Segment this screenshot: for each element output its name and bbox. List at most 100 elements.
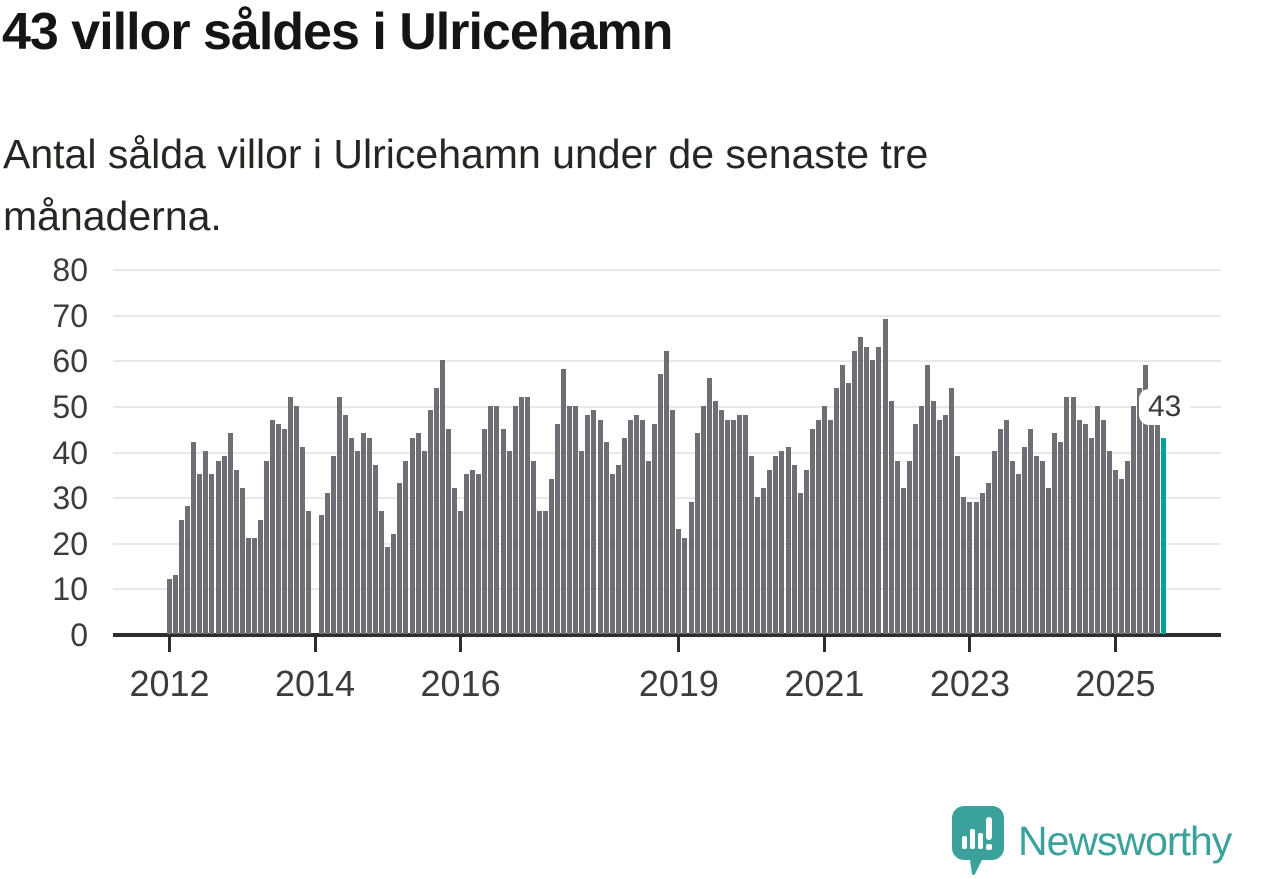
bar: [1003, 420, 1009, 634]
bar: [949, 388, 955, 634]
bar: [1022, 447, 1028, 634]
bar: [1034, 456, 1040, 634]
bar: [712, 401, 718, 634]
bar: [870, 360, 876, 634]
bar: [245, 538, 251, 634]
bar: [773, 456, 779, 634]
bar: [379, 511, 385, 634]
bar: [821, 406, 827, 634]
bar: [652, 424, 658, 634]
bar: [433, 388, 439, 634]
bar: [445, 429, 451, 634]
bar: [464, 474, 470, 634]
bar: [524, 397, 530, 634]
bar: [603, 442, 609, 634]
y-axis-label: 40: [52, 434, 88, 471]
bar: [397, 483, 403, 634]
bar: [488, 406, 494, 634]
bar: [694, 433, 700, 634]
bar: [306, 511, 312, 634]
x-axis-tick-2019: [677, 637, 681, 652]
bar: [373, 465, 379, 634]
bar: [979, 493, 985, 634]
bar: [415, 433, 421, 634]
bar: [1076, 420, 1082, 634]
bar: [385, 547, 391, 634]
x-axis-label-2021: 2021: [784, 663, 865, 704]
bar: [1119, 479, 1125, 634]
bar: [330, 456, 336, 634]
bar: [427, 410, 433, 634]
y-axis-label: 70: [52, 297, 88, 334]
x-axis-label-2019: 2019: [638, 663, 719, 704]
bar: [530, 461, 536, 634]
bar: [536, 511, 542, 634]
bar: [761, 488, 767, 634]
gridline-y-70: [113, 314, 1221, 317]
bar: [973, 502, 979, 634]
bar: [1100, 420, 1106, 634]
bar: [573, 406, 579, 634]
x-axis-label-2025: 2025: [1075, 663, 1156, 704]
y-axis-label: 0: [70, 617, 88, 653]
bar: [282, 429, 288, 634]
bar: [918, 406, 924, 634]
bar: [639, 420, 645, 634]
bar: [1137, 388, 1143, 634]
bar: [549, 479, 555, 634]
bar: [1149, 420, 1155, 634]
bar: [767, 470, 773, 634]
bar: [931, 401, 937, 634]
bar: [409, 438, 415, 634]
gridline-y-80: [113, 269, 1221, 271]
bar: [227, 433, 233, 634]
bar: [257, 520, 263, 634]
x-axis-label-2023: 2023: [929, 663, 1010, 704]
bar: [797, 493, 803, 634]
bar: [324, 493, 330, 634]
bar: [846, 383, 852, 634]
bar: [700, 406, 706, 634]
bar: [961, 497, 967, 634]
bar: [737, 415, 743, 634]
bar: [779, 451, 785, 634]
bar: [597, 420, 603, 634]
x-axis-label-2016: 2016: [420, 663, 501, 704]
bar: [458, 511, 464, 634]
bar: [494, 406, 500, 634]
bar: [512, 406, 518, 634]
bar: [482, 429, 488, 634]
bar: [294, 406, 300, 634]
bar: [403, 461, 409, 634]
bar: [288, 397, 294, 634]
bar: [233, 470, 239, 634]
bar: [967, 502, 973, 634]
bar: [627, 420, 633, 634]
bar: [1088, 438, 1094, 634]
bar: [506, 451, 512, 634]
bar: [615, 465, 621, 634]
bar: [888, 401, 894, 634]
bar: [664, 351, 670, 634]
bar: [555, 424, 561, 634]
bar: [730, 420, 736, 634]
bar: [470, 470, 476, 634]
newsworthy-wordmark: Newsworthy: [1018, 818, 1232, 864]
bar: [688, 502, 694, 634]
bar: [749, 456, 755, 634]
bar: [1064, 397, 1070, 634]
x-axis-tick-2023: [968, 637, 972, 652]
y-axis-label: 30: [52, 480, 88, 517]
x-axis-label-2012: 2012: [129, 663, 210, 704]
bar: [1015, 474, 1021, 634]
bar: [179, 520, 185, 634]
bar: [1070, 397, 1076, 634]
bar: [1052, 433, 1058, 634]
bar: [755, 497, 761, 634]
bar: [834, 388, 840, 634]
bar: [894, 461, 900, 634]
bar: [391, 534, 397, 634]
bar: [500, 429, 506, 634]
bar: [348, 438, 354, 634]
bar: [421, 451, 427, 634]
